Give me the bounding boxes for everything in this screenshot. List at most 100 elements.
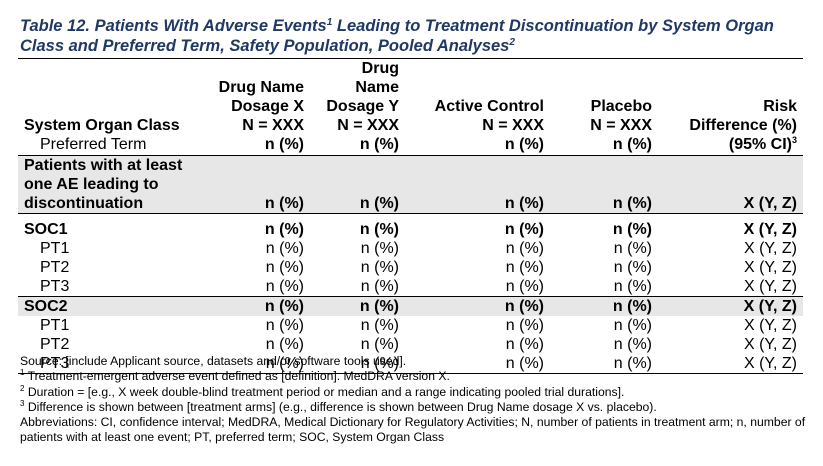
header-drug-y-n: N = XXX xyxy=(337,117,399,134)
cell: n (%) xyxy=(208,155,310,214)
table-header: Drug Name Drug Name Dosage X Dosage Y Ac… xyxy=(18,58,803,156)
row-label: PT2 xyxy=(40,336,70,353)
cell: n (%) xyxy=(550,296,658,316)
cell: n (%) xyxy=(360,317,399,334)
pt-row: PT2 n (%) n (%) n (%) n (%) X (Y, Z) xyxy=(18,335,803,354)
title-footnote-marker-2: 2 xyxy=(509,37,515,48)
pt-row: PT2 n (%) n (%) n (%) n (%) X (Y, Z) xyxy=(18,258,803,277)
cell: n (%) xyxy=(505,240,544,257)
cell: n (%) xyxy=(310,354,405,374)
soc-row: SOC1 n (%) n (%) n (%) n (%) X (Y, Z) xyxy=(18,220,803,239)
cell: n (%) xyxy=(505,259,544,276)
cell: X (Y, Z) xyxy=(658,354,803,374)
cell: n (%) xyxy=(359,221,399,238)
cell: X (Y, Z) xyxy=(743,317,797,334)
cell: n (%) xyxy=(405,155,550,214)
cell: n (%) xyxy=(405,354,550,374)
footnote-2-text: Duration = [e.g., X week double-blind tr… xyxy=(24,384,625,399)
title-text-2: Leading to Treatment Discontinuation by … xyxy=(20,17,774,55)
cell: n (%) xyxy=(613,259,652,276)
header-drug-x-line1: Drug Name xyxy=(208,58,310,97)
title-text-1: Table 12. Patients With Adverse Events xyxy=(20,17,327,35)
header-risk: Risk xyxy=(763,98,797,115)
cell: n (%) xyxy=(265,317,304,334)
header-drug-x-unit: n (%) xyxy=(208,135,310,156)
row-label: SOC1 xyxy=(24,221,68,238)
cell: X (Y, Z) xyxy=(743,336,797,353)
footnote-1-marker: 1 xyxy=(20,368,25,378)
cell: n (%) xyxy=(405,296,550,316)
adverse-events-table: Drug Name Drug Name Dosage X Dosage Y Ac… xyxy=(18,58,803,374)
cell: n (%) xyxy=(264,221,304,238)
cell: n (%) xyxy=(550,155,658,214)
header-risk-ci: (95% CI)3 xyxy=(658,135,803,156)
table-title: Table 12. Patients With Adverse Events1 … xyxy=(20,16,810,56)
footnote-1: 1 Treatment-emergent adverse event defin… xyxy=(20,369,810,384)
row-label: PT1 xyxy=(40,240,70,257)
header-drug-y-unit: n (%) xyxy=(310,135,405,156)
header-risk-footnote-marker: 3 xyxy=(791,135,797,145)
header-placebo-unit: n (%) xyxy=(550,135,658,156)
cell: X (Y, Z) xyxy=(743,278,797,295)
header-placebo: Placebo xyxy=(590,98,652,115)
header-drug-y-line1: Drug Name xyxy=(310,58,405,97)
header-drug-x-line2: Dosage X xyxy=(231,98,304,115)
cell: n (%) xyxy=(360,336,399,353)
table-footnotes: Source: [include Applicant source, datas… xyxy=(20,354,810,446)
header-risk-difference: Difference (%) xyxy=(689,117,797,134)
pt-row: PT3 n (%) n (%) n (%) n (%) X (Y, Z) xyxy=(18,354,803,374)
header-risk-ci-text: (95% CI) xyxy=(728,136,792,153)
header-active-control-n: N = XXX xyxy=(482,117,544,134)
cell: X (Y, Z) xyxy=(658,155,803,214)
cell: n (%) xyxy=(613,317,652,334)
footnote-1-text: Treatment-emergent adverse event defined… xyxy=(24,369,450,384)
cell: X (Y, Z) xyxy=(743,221,797,238)
header-preferred-term: Preferred Term xyxy=(18,135,208,156)
footnote-3-marker: 3 xyxy=(20,398,25,408)
cell: n (%) xyxy=(208,296,310,316)
cell: n (%) xyxy=(265,240,304,257)
cell: n (%) xyxy=(265,259,304,276)
cell: n (%) xyxy=(208,354,310,374)
cell: X (Y, Z) xyxy=(743,259,797,276)
row-label: PT3 xyxy=(18,354,208,374)
cell: n (%) xyxy=(360,259,399,276)
cell: n (%) xyxy=(613,240,652,257)
abbreviations-note: Abbreviations: CI, confidence interval; … xyxy=(20,415,806,445)
cell: n (%) xyxy=(505,278,544,295)
cell: n (%) xyxy=(505,317,544,334)
header-system-organ-class: System Organ Class xyxy=(24,117,180,134)
title-footnote-marker-1: 1 xyxy=(326,17,333,28)
header-active-control-unit: n (%) xyxy=(405,135,550,156)
footnote-3: 3 Difference is shown between [treatment… xyxy=(20,398,810,415)
source-note: Source: [include Applicant source, datas… xyxy=(20,354,407,368)
row-label: PT2 xyxy=(40,259,70,276)
header-active-control: Active Control xyxy=(434,98,544,115)
header-drug-x-n: N = XXX xyxy=(242,117,304,134)
any-ae-row: Patients with at least one AE leading to… xyxy=(18,155,803,214)
cell: n (%) xyxy=(504,221,544,238)
row-label: PT3 xyxy=(40,278,70,295)
cell: n (%) xyxy=(310,155,405,214)
cell: n (%) xyxy=(360,240,399,257)
cell: n (%) xyxy=(265,278,304,295)
cell: n (%) xyxy=(360,278,399,295)
pt-row: PT3 n (%) n (%) n (%) n (%) X (Y, Z) xyxy=(18,277,803,297)
cell: n (%) xyxy=(613,336,652,353)
header-placebo-n: N = XXX xyxy=(590,117,652,134)
header-drug-y-line2: Dosage Y xyxy=(326,98,399,115)
cell: n (%) xyxy=(310,296,405,316)
row-label: Patients with at least one AE leading to… xyxy=(18,155,208,214)
cell: n (%) xyxy=(612,221,652,238)
cell: n (%) xyxy=(265,336,304,353)
footnote-2-marker: 2 xyxy=(20,383,25,393)
row-label: PT1 xyxy=(40,317,70,334)
cell: n (%) xyxy=(505,336,544,353)
cell: X (Y, Z) xyxy=(658,296,803,316)
cell: n (%) xyxy=(613,278,652,295)
soc-row: SOC2 n (%) n (%) n (%) n (%) X (Y, Z) xyxy=(18,296,803,316)
pt-row: PT1 n (%) n (%) n (%) n (%) X (Y, Z) xyxy=(18,316,803,335)
footnote-2: 2 Duration = [e.g., X week double-blind … xyxy=(20,383,810,400)
header-empty-cell xyxy=(18,58,208,97)
cell: X (Y, Z) xyxy=(743,240,797,257)
